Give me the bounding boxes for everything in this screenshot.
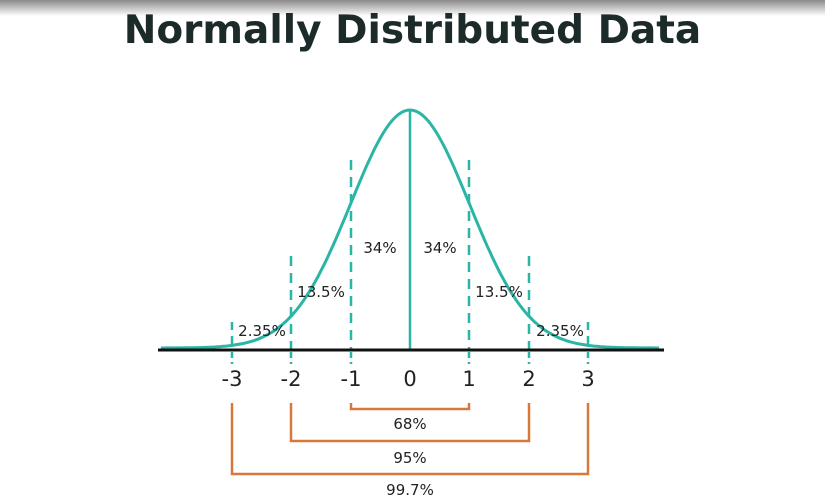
axis-label-pos2: 2 bbox=[522, 367, 535, 391]
pct-left-center: 34% bbox=[363, 239, 396, 257]
pct-left-tail: 2.35% bbox=[238, 322, 286, 340]
bracket-one-sigma bbox=[349, 403, 471, 411]
pct-right-center: 34% bbox=[423, 239, 456, 257]
axis-label-0: 0 bbox=[403, 367, 416, 391]
range-label-99-7: 99.7% bbox=[386, 481, 434, 499]
top-shadow bbox=[0, 0, 825, 16]
range-label-68: 68% bbox=[393, 415, 426, 433]
range-label-95: 95% bbox=[393, 449, 426, 467]
axis-label-neg1: -1 bbox=[341, 367, 362, 391]
axis-label-pos3: 3 bbox=[581, 367, 594, 391]
bracket-three-sigma bbox=[230, 403, 590, 476]
bracket-two-sigma bbox=[289, 403, 531, 443]
pct-right-second: 13.5% bbox=[475, 283, 523, 301]
pct-left-second: 13.5% bbox=[297, 283, 345, 301]
axis-label-neg2: -2 bbox=[281, 367, 302, 391]
diagram-title: Normally Distributed Data bbox=[123, 8, 702, 53]
axis-label-pos1: 1 bbox=[462, 367, 475, 391]
axis-label-neg3: -3 bbox=[222, 367, 243, 391]
pct-right-tail: 2.35% bbox=[536, 322, 584, 340]
